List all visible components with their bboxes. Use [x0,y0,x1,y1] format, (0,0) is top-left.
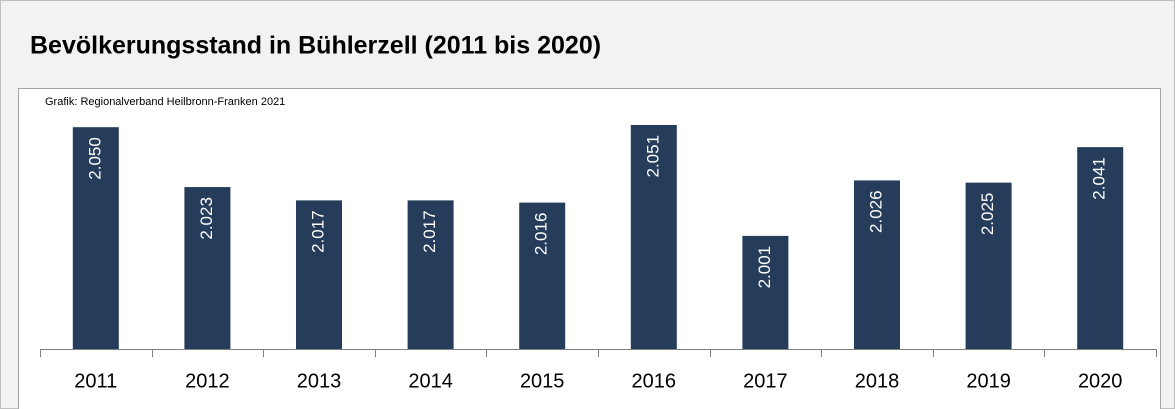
x-tick-label: 2016 [632,370,677,392]
value-label: 2.041 [1090,157,1109,200]
x-tick-label: 2020 [1078,370,1123,392]
bar [854,180,900,349]
bar [742,235,789,349]
x-tick-label: 2012 [185,370,230,392]
value-label: 2.026 [866,190,885,233]
value-label: 2.050 [85,137,104,180]
value-label: 2.001 [755,246,774,289]
x-tick-label: 2013 [297,370,342,392]
x-tick-label: 2019 [966,370,1011,392]
value-label: 2.017 [420,210,439,253]
bar [519,202,566,349]
x-tick-label: 2014 [408,370,453,392]
bar [184,187,231,349]
value-label: 2.051 [643,135,662,178]
bar [1077,147,1124,349]
x-tick-label: 2011 [74,370,117,392]
value-label: 2.016 [532,213,551,256]
bar [72,127,119,349]
x-tick-label: 2015 [520,370,565,392]
bar [296,200,342,349]
x-tick-label: 2017 [743,370,788,392]
value-label: 2.025 [978,193,997,236]
value-label: 2.017 [308,210,327,253]
x-tick-label: 2018 [855,370,900,392]
value-label: 2.023 [197,197,216,240]
bar [965,182,1012,349]
chart-title: Bevölkerungsstand in Bühlerzell (2011 bi… [30,32,601,60]
chart-subtitle: Grafik: Regionalverband Heilbronn-Franke… [45,96,285,108]
bar [630,124,677,349]
bar [407,200,454,349]
